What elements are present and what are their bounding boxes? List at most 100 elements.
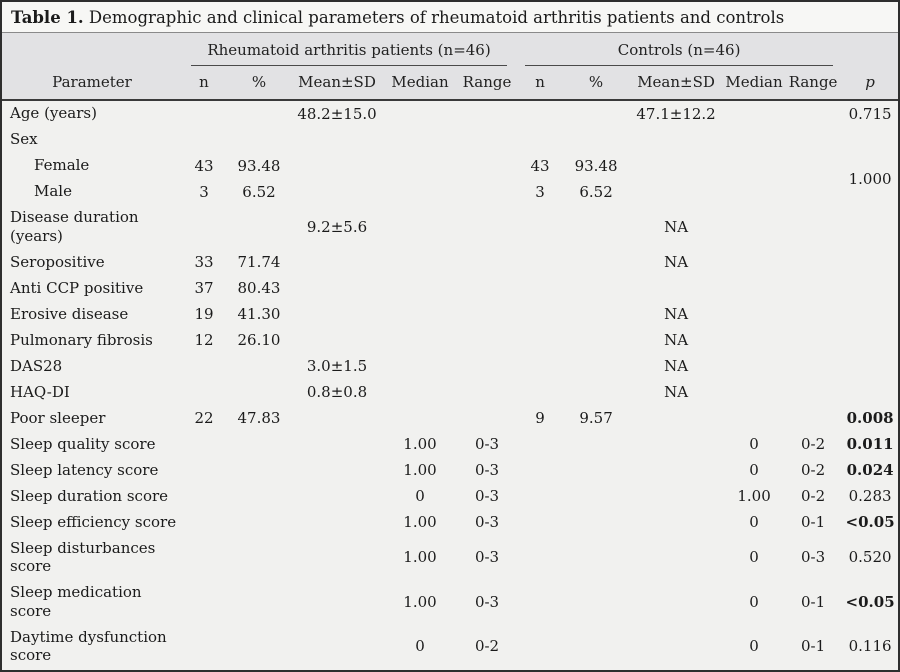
parameter-cell: Pulmonary fibrosis (10, 330, 153, 349)
patients-range-cell (458, 276, 516, 302)
patients-pct-cell (226, 625, 292, 670)
patients-pct-cell: 80.43 (237, 279, 281, 297)
parameter-cell: Seropositive (10, 252, 105, 271)
controls-mean-cell: NA (664, 305, 689, 323)
p-value-cell (842, 276, 898, 302)
patients-median-cell: 1.00 (403, 461, 437, 479)
patients-pct-cell: 93.48 (237, 156, 281, 175)
controls-median-cell (724, 250, 784, 276)
controls-median-cell (724, 302, 784, 328)
column-header-patients-mean-sd: Mean±SD (292, 67, 382, 101)
p-value-cell (842, 205, 898, 250)
controls-mean-cell (628, 458, 724, 484)
patients-pct-cell: 47.83 (237, 409, 281, 427)
patients-n-cell (182, 354, 226, 380)
patients-median-cell: 0 (415, 637, 425, 656)
group-header-row: Rheumatoid arthritis patients (n=46) Con… (2, 33, 898, 67)
table-title: Table 1. Demographic and clinical parame… (2, 2, 898, 33)
patients-mean-cell (292, 406, 382, 432)
patients-median-cell (382, 127, 458, 153)
controls-n-cell (516, 276, 564, 302)
patients-pct-cell (226, 354, 292, 380)
patients-range-cell (458, 250, 516, 276)
controls-n-cell (516, 354, 564, 380)
patients-median-cell: 1.00 (403, 513, 437, 531)
controls-range-cell (784, 179, 842, 205)
controls-pct-cell (564, 100, 628, 127)
patients-n-cell (182, 458, 226, 484)
table-row: Sleep disturbances score 1.00 0-3 0 0-3 0.520 (2, 536, 898, 581)
patients-mean-cell: 3.0±1.5 (306, 357, 368, 375)
controls-range-cell (784, 153, 842, 179)
controls-range-cell (784, 380, 842, 406)
patients-mean-cell (292, 580, 382, 625)
table-row: Pulmonary fibrosis 12 26.10 NA (2, 328, 898, 354)
controls-pct-cell (564, 536, 628, 581)
controls-median-cell (724, 205, 784, 250)
patients-pct-cell (226, 510, 292, 536)
patients-n-cell (182, 380, 226, 406)
parameter-cell: Sleep duration score (10, 486, 169, 505)
patients-pct-cell (226, 484, 292, 510)
parameter-cell: DAS28 (10, 356, 63, 375)
patients-mean-cell: 9.2±5.6 (306, 217, 368, 236)
controls-range-cell (784, 276, 842, 302)
p-value-cell (842, 302, 898, 328)
parameter-cell: Disease duration (years) (10, 208, 139, 245)
patients-pct-cell (226, 536, 292, 581)
controls-pct-cell (564, 580, 628, 625)
controls-n-cell (516, 302, 564, 328)
table-row: Male 3 6.52 3 6.52 (2, 179, 898, 205)
controls-mean-cell: NA (664, 357, 689, 375)
parameter-cell: HAQ-DI (10, 382, 70, 401)
patients-median-cell (382, 302, 458, 328)
patients-range-cell (458, 328, 516, 354)
controls-range-cell (784, 250, 842, 276)
group-header-controls: Controls (n=46) (516, 33, 842, 67)
table-row: Sleep efficiency score 1.00 0-3 0 0-1 <0.05 (2, 510, 898, 536)
controls-mean-cell: NA (664, 383, 689, 401)
patients-mean-cell (292, 536, 382, 581)
table-row: Poor sleeper 22 47.83 9 9.57 0.008 (2, 406, 898, 432)
column-header-controls-median: Median (724, 67, 785, 101)
controls-range-cell: 0-1 (801, 592, 826, 611)
controls-pct-cell: 6.52 (579, 182, 613, 201)
parameter-cell: Sleep quality score (10, 434, 156, 453)
p-value-cell: <0.05 (845, 592, 895, 611)
group-header-spacer (2, 33, 182, 67)
patients-n-cell: 3 (199, 182, 209, 201)
patients-pct-cell: 71.74 (237, 253, 281, 271)
patients-n-cell (182, 100, 226, 127)
controls-range-cell: 0-2 (801, 435, 826, 453)
parameter-cell: Sleep efficiency score (10, 512, 177, 531)
patients-mean-cell: 48.2±15.0 (297, 104, 377, 123)
table-row: Seropositive 33 71.74 NA (2, 250, 898, 276)
controls-mean-cell (628, 179, 724, 205)
controls-n-cell (516, 432, 564, 458)
group-header-p-spacer (842, 33, 898, 67)
controls-n-cell (516, 458, 564, 484)
controls-mean-cell: NA (664, 253, 689, 271)
p-value-cell: 0.024 (846, 461, 894, 479)
patients-pct-cell (226, 127, 292, 153)
controls-median-cell: 0 (749, 637, 759, 656)
table-title-text: Demographic and clinical parameters of r… (88, 8, 785, 27)
controls-n-cell (516, 205, 564, 250)
patients-mean-cell (292, 458, 382, 484)
p-value-cell: <0.05 (845, 513, 895, 531)
patients-mean-cell: 0.8±0.8 (306, 383, 368, 401)
controls-median-cell (724, 406, 784, 432)
controls-mean-cell: NA (664, 331, 689, 349)
patients-n-cell: 33 (194, 253, 214, 271)
patients-median-cell (382, 406, 458, 432)
parameter-cell: Erosive disease (10, 304, 129, 323)
column-header-controls-n: n (516, 67, 565, 101)
patients-n-cell (182, 536, 226, 581)
controls-mean-cell (628, 510, 724, 536)
patients-n-cell: 19 (194, 305, 214, 323)
controls-pct-cell (564, 276, 628, 302)
column-header-p: p (842, 67, 898, 101)
p-value-cell (842, 380, 898, 406)
controls-n-cell: 3 (535, 182, 545, 201)
